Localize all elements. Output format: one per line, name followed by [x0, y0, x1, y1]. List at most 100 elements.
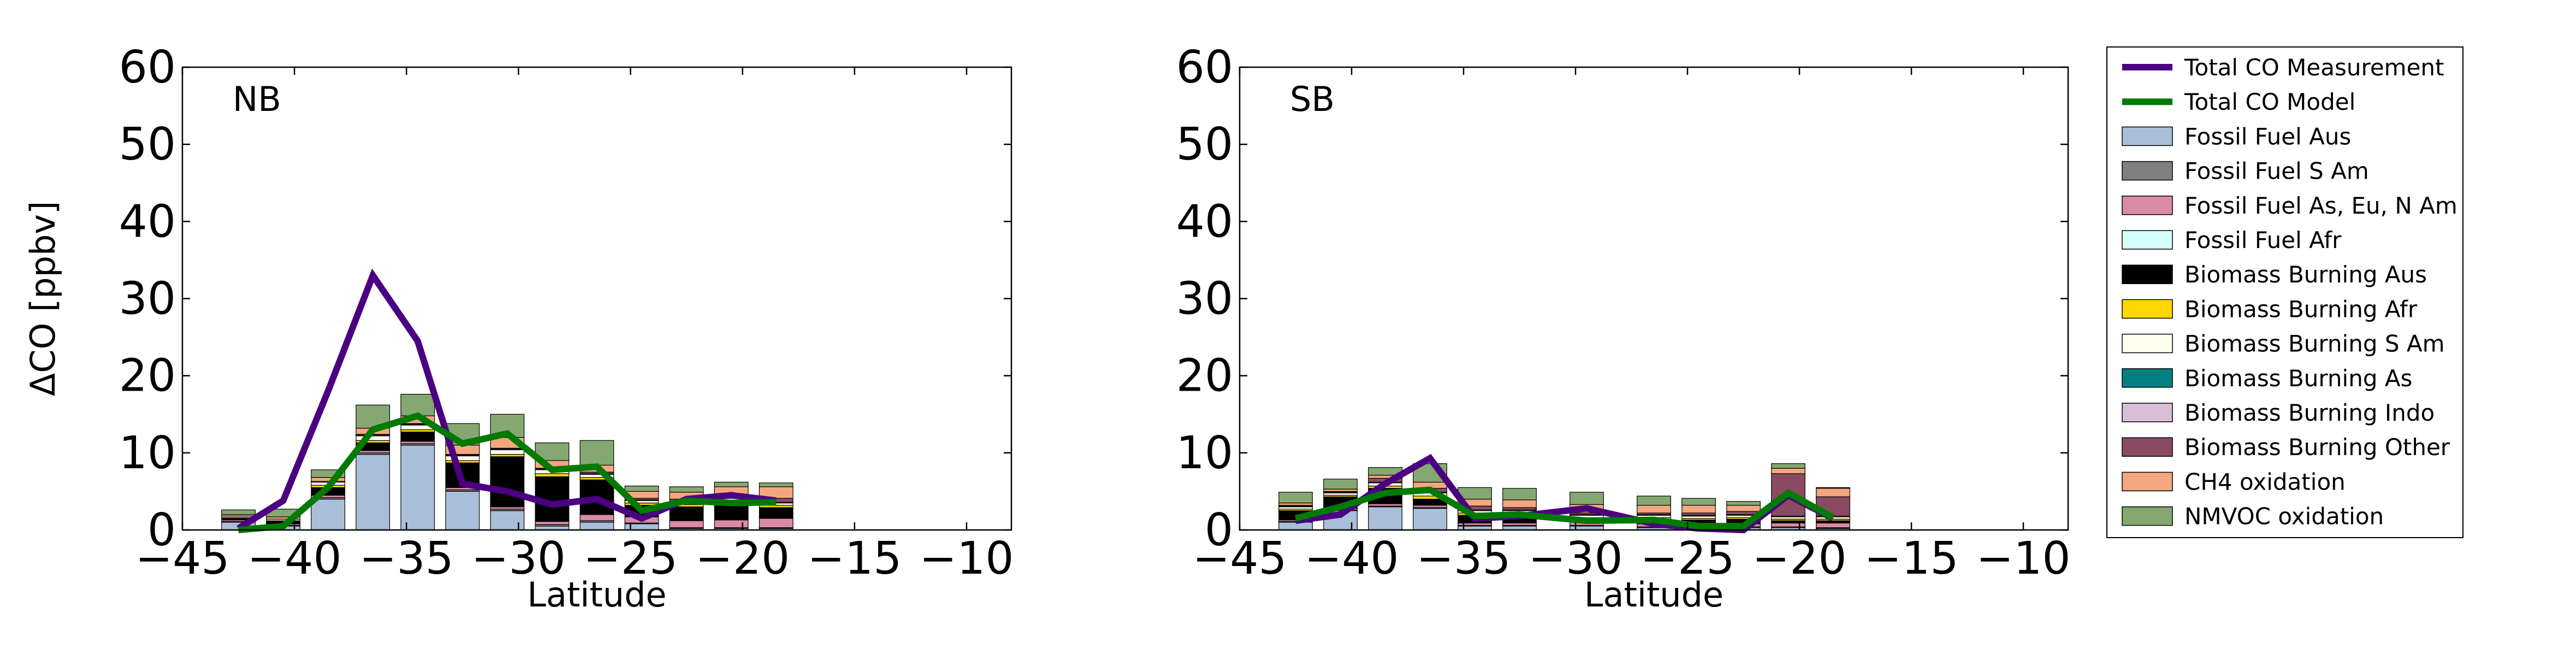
legend-swatch: [2122, 196, 2173, 215]
legend-swatch: [2122, 506, 2173, 526]
legend-item-model: Total CO Model: [2122, 89, 2355, 115]
legend: Total CO Measurement Total CO Model Fossil…: [2106, 46, 2464, 538]
panel-title: SB: [1290, 79, 1335, 119]
bar-ch4-oxidation: [1278, 502, 1313, 506]
x-tick-label: −35: [359, 533, 454, 585]
x-tick-label: −25: [583, 533, 678, 585]
bar-fossil-fuel-aus: [1278, 522, 1313, 531]
bar-fossil-fuel-aus: [356, 454, 390, 531]
legend-item-bb_sam: Biomass Burning S Am: [2122, 331, 2444, 357]
bar-fossil-fuel-aus: [579, 522, 614, 531]
legend-item-nmvoc: NMVOC oxidation: [2122, 503, 2384, 530]
bar-biomass-burning-s-am: [490, 449, 525, 455]
bar-fossil-fuel-as-eu-n-am: [1413, 505, 1447, 508]
x-tick-label: −45: [135, 533, 229, 585]
bar-nmvoc-oxidation: [1681, 498, 1716, 506]
legend-item-ff_sam: Fossil Fuel S Am: [2122, 158, 2369, 185]
bar-biomass-burning-aus: [759, 507, 793, 519]
x-tick-label: −20: [695, 533, 790, 585]
bar-ch4-oxidation: [1726, 505, 1761, 512]
bar-nmvoc-oxidation: [624, 485, 659, 492]
bar-ch4-oxidation: [1323, 488, 1358, 492]
bar-biomass-burning-aus: [400, 432, 435, 442]
x-tick-label: −30: [471, 533, 566, 585]
legend-item-ff_afr: Fossil Fuel Afr: [2122, 227, 2342, 254]
legend-swatch: [2122, 472, 2173, 492]
bar-biomass-burning-s-am: [1278, 506, 1313, 510]
legend-label: Fossil Fuel As, Eu, N Am: [2184, 192, 2457, 219]
x-tick-label: −30: [1528, 533, 1622, 585]
bar-fossil-fuel-aus: [400, 445, 435, 531]
legend-swatch: [2122, 368, 2173, 388]
y-tick-label: 10: [1176, 427, 1233, 479]
bar-ch4-oxidation: [1637, 505, 1671, 514]
legend-label: NMVOC oxidation: [2184, 503, 2384, 530]
legend-swatch: [2122, 126, 2173, 146]
y-tick-label: 30: [1176, 273, 1233, 325]
line-total-co-model: [1294, 486, 1835, 529]
plot-frame: [1239, 66, 2069, 531]
y-tick-label: 40: [119, 196, 176, 248]
bar-fossil-fuel-as-eu-n-am: [490, 506, 525, 510]
bar-biomass-burning-aus: [490, 456, 525, 508]
bar-nmvoc-oxidation: [1771, 463, 1805, 469]
bar-nmvoc-oxidation: [1816, 487, 1850, 489]
bar-biomass-burning-afr: [400, 429, 435, 433]
bar-ch4-oxidation: [1771, 468, 1805, 474]
bar-biomass-burning-other: [1502, 507, 1537, 510]
bar-biomass-burning-s-am: [1681, 515, 1716, 519]
legend-item-bb_aus: Biomass Burning Aus: [2122, 261, 2427, 288]
panel-title: NB: [233, 79, 281, 119]
bar-biomass-burning-afr: [490, 454, 525, 457]
legend-item-ff_asia: Fossil Fuel As, Eu, N Am: [2122, 192, 2457, 219]
bar-fossil-fuel-as-eu-n-am: [400, 441, 435, 444]
x-tick-label: −15: [807, 533, 902, 585]
legend-swatch: [2122, 299, 2173, 319]
y-tick-label: 60: [119, 42, 176, 93]
legend-box: [2106, 46, 2464, 538]
y-tick-label: 20: [1176, 350, 1233, 402]
legend-item-bb_other: Biomass Burning Other: [2122, 434, 2450, 461]
x-tick-label: −40: [247, 533, 342, 585]
bar-fossil-fuel-as-eu-n-am: [759, 518, 793, 528]
legend-swatch: [2122, 230, 2173, 250]
bar-nmvoc-oxidation: [1570, 492, 1604, 505]
legend-swatch: [2122, 437, 2173, 457]
bar-ch4-oxidation: [311, 477, 346, 482]
bar-fossil-fuel-as-eu-n-am: [669, 520, 704, 528]
bar-biomass-burning-aus: [669, 506, 704, 521]
legend-label: Fossil Fuel S Am: [2184, 158, 2369, 185]
bar-nmvoc-oxidation: [1637, 496, 1671, 506]
bar-biomass-burning-afr: [445, 460, 480, 463]
y-axis-label: ΔCO [ppbv]: [23, 201, 63, 396]
legend-label: Biomass Burning S Am: [2184, 331, 2444, 357]
legend-item-measurement: Total CO Measurement: [2122, 54, 2444, 81]
x-tick-label: −15: [1864, 533, 1958, 585]
legend-item-ch4: CH4 oxidation: [2122, 468, 2346, 495]
x-tick-label: −45: [1192, 533, 1287, 585]
x-tick-label: −25: [1640, 533, 1734, 585]
legend-label: Biomass Burning Indo: [2184, 399, 2435, 426]
bar-fossil-fuel-as-eu-n-am: [1502, 522, 1537, 526]
bar-nmvoc-oxidation: [759, 482, 793, 487]
legend-label: Fossil Fuel Aus: [2184, 123, 2351, 150]
x-axis-label: Latitude: [527, 575, 666, 615]
bar-fossil-fuel-as-eu-n-am: [1368, 503, 1402, 506]
line-total-co-model: [238, 412, 777, 533]
legend-label: Total CO Measurement: [2184, 54, 2444, 81]
x-tick-label: −10: [919, 533, 1014, 585]
y-tick-label: 0: [147, 504, 176, 556]
x-axis-label: Latitude: [1584, 575, 1724, 615]
y-tick-label: 50: [1176, 119, 1233, 170]
bar-fossil-fuel-aus: [445, 491, 480, 531]
panel-nb: 0 10 20 30 40 50 60 −45 −40 −35 −30 −25 −20 −15 −10 NB L…: [23, 42, 1014, 615]
legend-label: Total CO Model: [2184, 89, 2355, 115]
bar-fossil-fuel-as-eu-n-am: [579, 514, 614, 521]
bar-nmvoc-oxidation: [579, 440, 614, 466]
y-tick-label: 20: [119, 350, 176, 402]
bar-nmvoc-oxidation: [1278, 492, 1313, 504]
bar-ch4-oxidation: [1681, 505, 1716, 514]
bar-biomass-burning-s-am: [1771, 516, 1805, 520]
bar-biomass-burning-aus: [1816, 520, 1850, 523]
